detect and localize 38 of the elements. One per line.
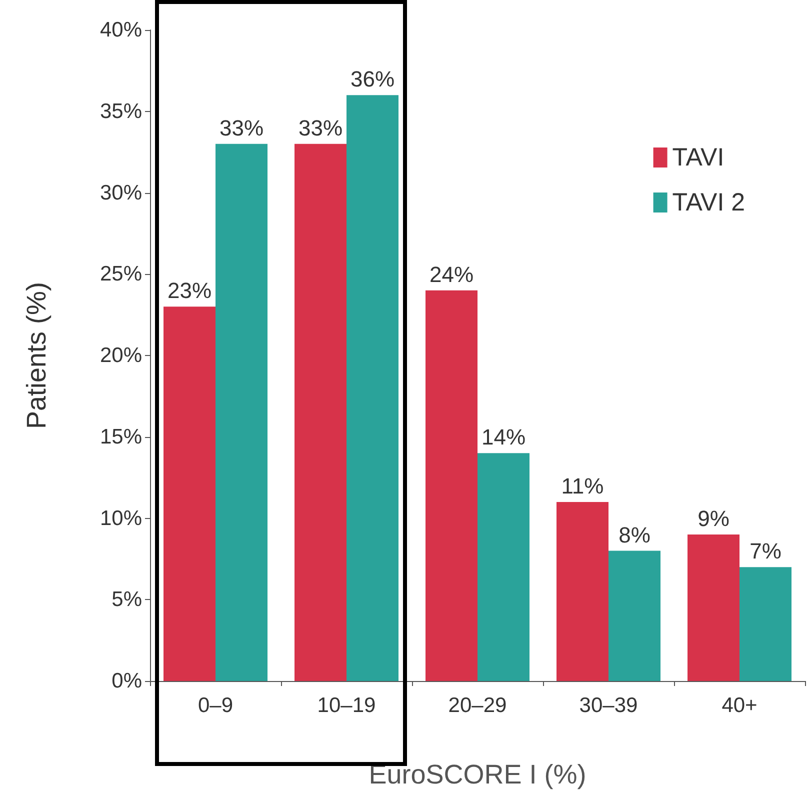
data-label: 11% (561, 473, 604, 498)
data-label: 23% (167, 278, 212, 304)
y-tick-label: 20% (100, 344, 142, 367)
bar (294, 144, 346, 681)
data-label: 33% (298, 115, 343, 140)
bar (216, 144, 268, 681)
y-tick-label: 5% (112, 588, 142, 612)
bar (164, 306, 216, 681)
bar (426, 290, 478, 681)
y-tick-label: 10% (100, 506, 142, 530)
data-label: 14% (481, 424, 526, 450)
bar (556, 502, 608, 681)
y-tick-label: 30% (100, 181, 142, 204)
x-axis-title: EuroSCORE I (%) (368, 760, 586, 790)
bar (688, 534, 740, 681)
y-axis-title: Patients (%) (22, 282, 52, 430)
data-label: 7% (750, 538, 782, 564)
y-tick-label: 40% (100, 18, 142, 42)
data-label: 8% (618, 522, 650, 548)
x-tick-label: 40+ (722, 694, 758, 717)
y-tick-label: 15% (100, 425, 142, 448)
x-tick-label: 20–29 (448, 694, 507, 717)
data-label: 9% (698, 506, 730, 532)
legend-label: TAVI (672, 144, 724, 172)
y-tick-label: 35% (100, 100, 142, 123)
legend-label: TAVI 2 (672, 188, 746, 216)
x-tick-label: 0–9 (198, 694, 234, 717)
bar (740, 567, 792, 681)
data-label: 36% (350, 66, 395, 92)
bar (346, 95, 398, 681)
data-label: 33% (219, 115, 264, 140)
x-tick-label: 10–19 (317, 694, 376, 717)
y-tick-label: 0% (112, 670, 142, 692)
bar (608, 550, 660, 681)
bar (478, 453, 530, 681)
y-tick-label: 25% (100, 262, 142, 286)
x-tick-label: 30–39 (579, 694, 638, 717)
data-label: 24% (429, 262, 474, 287)
